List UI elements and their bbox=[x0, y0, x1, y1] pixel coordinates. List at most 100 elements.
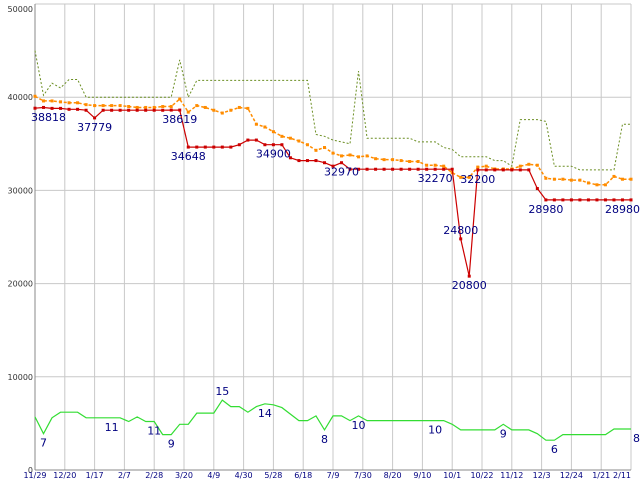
data-point-minimum bbox=[186, 145, 190, 149]
data-point-average bbox=[535, 163, 539, 167]
data-point-minimum bbox=[340, 161, 344, 165]
data-point-average bbox=[561, 177, 565, 181]
data-point-minimum bbox=[93, 116, 97, 120]
data-label: 32200 bbox=[460, 173, 495, 186]
data-point-average bbox=[620, 177, 624, 181]
data-point-average bbox=[416, 160, 420, 164]
data-point-average bbox=[144, 105, 148, 109]
data-point-average bbox=[365, 154, 369, 158]
data-point-average bbox=[518, 164, 522, 168]
x-tick-label: 1/17 bbox=[86, 471, 104, 480]
data-point-average bbox=[101, 104, 105, 108]
x-tick-label: 7/9 bbox=[327, 471, 340, 480]
x-tick-label: 2/28 bbox=[145, 471, 163, 480]
data-point-average bbox=[178, 97, 182, 101]
data-label: 32970 bbox=[324, 166, 359, 179]
data-label: 34900 bbox=[256, 148, 291, 161]
data-point-minimum bbox=[603, 198, 607, 202]
data-point-minimum bbox=[178, 108, 182, 112]
data-point-minimum bbox=[425, 167, 429, 171]
x-tick-label: 10/22 bbox=[470, 471, 493, 480]
data-point-average bbox=[603, 183, 607, 187]
data-point-average bbox=[110, 104, 114, 108]
data-point-minimum bbox=[195, 145, 199, 149]
data-point-average bbox=[203, 105, 207, 109]
data-point-minimum bbox=[84, 108, 88, 112]
data-point-average bbox=[612, 174, 616, 178]
data-point-average bbox=[459, 175, 463, 179]
data-point-average bbox=[76, 101, 80, 105]
x-tick-label: 12/24 bbox=[560, 471, 583, 480]
data-point-minimum bbox=[544, 198, 548, 202]
data-point-average bbox=[569, 178, 573, 182]
data-point-average bbox=[42, 99, 46, 103]
chart-axes bbox=[34, 4, 631, 471]
data-point-average bbox=[237, 105, 241, 109]
data-point-minimum bbox=[237, 143, 241, 147]
data-point-minimum bbox=[246, 138, 250, 142]
data-point-minimum bbox=[391, 167, 395, 171]
data-point-minimum bbox=[212, 145, 216, 149]
x-tick-label: 6/18 bbox=[294, 471, 312, 480]
data-point-average bbox=[391, 158, 395, 162]
data-point-minimum bbox=[42, 105, 46, 109]
data-point-average bbox=[50, 99, 54, 103]
data-point-minimum bbox=[220, 145, 224, 149]
data-point-minimum bbox=[50, 106, 54, 110]
data-label: 20800 bbox=[452, 279, 487, 292]
x-tick-label: 7/30 bbox=[354, 471, 372, 480]
data-label: 8 bbox=[321, 433, 328, 446]
data-label: 28980 bbox=[528, 203, 563, 216]
data-label: 7 bbox=[40, 437, 47, 450]
data-point-average bbox=[118, 104, 122, 108]
data-point-average bbox=[314, 148, 318, 152]
x-tick-label: 1/21 bbox=[592, 471, 610, 480]
data-label: 24800 bbox=[443, 224, 478, 237]
data-point-average bbox=[152, 105, 156, 109]
data-point-minimum bbox=[374, 167, 378, 171]
data-point-average bbox=[425, 163, 429, 167]
data-point-average bbox=[229, 108, 233, 112]
data-point-average bbox=[254, 122, 258, 126]
data-point-average bbox=[67, 101, 71, 105]
data-point-minimum bbox=[263, 143, 267, 147]
data-point-minimum bbox=[288, 156, 292, 160]
data-point-minimum bbox=[101, 108, 105, 112]
data-point-average bbox=[382, 158, 386, 162]
data-point-minimum bbox=[67, 107, 71, 111]
data-point-average bbox=[586, 181, 590, 185]
data-point-average bbox=[595, 183, 599, 187]
x-tick-label: 2/7 bbox=[118, 471, 131, 480]
data-point-average bbox=[297, 139, 301, 143]
data-point-minimum bbox=[484, 168, 488, 172]
data-point-minimum bbox=[305, 159, 309, 163]
y-tick-label: 20000 bbox=[8, 280, 33, 289]
x-tick-label: 11/29 bbox=[23, 471, 46, 480]
data-point-minimum bbox=[118, 108, 122, 112]
data-label: 38619 bbox=[162, 113, 197, 126]
data-point-minimum bbox=[331, 164, 335, 168]
y-tick-label: 40000 bbox=[8, 93, 33, 102]
data-point-average bbox=[578, 178, 582, 182]
x-tick-label: 3/20 bbox=[175, 471, 193, 480]
data-label: 34648 bbox=[171, 150, 206, 163]
data-point-average bbox=[93, 104, 97, 108]
data-point-minimum bbox=[365, 167, 369, 171]
data-point-average bbox=[340, 154, 344, 158]
data-point-minimum bbox=[144, 108, 148, 112]
data-point-average bbox=[263, 125, 267, 129]
data-point-minimum bbox=[629, 198, 633, 202]
data-point-average bbox=[399, 159, 403, 163]
data-point-average bbox=[246, 106, 250, 110]
chart-grid bbox=[34, 3, 632, 471]
data-point-minimum bbox=[229, 145, 233, 149]
data-point-minimum bbox=[399, 167, 403, 171]
data-point-minimum bbox=[612, 198, 616, 202]
data-point-minimum bbox=[578, 198, 582, 202]
data-point-minimum bbox=[59, 106, 63, 110]
data-point-average bbox=[484, 164, 488, 168]
data-point-average bbox=[135, 105, 139, 109]
data-point-minimum bbox=[433, 167, 437, 171]
data-point-minimum bbox=[271, 143, 275, 147]
